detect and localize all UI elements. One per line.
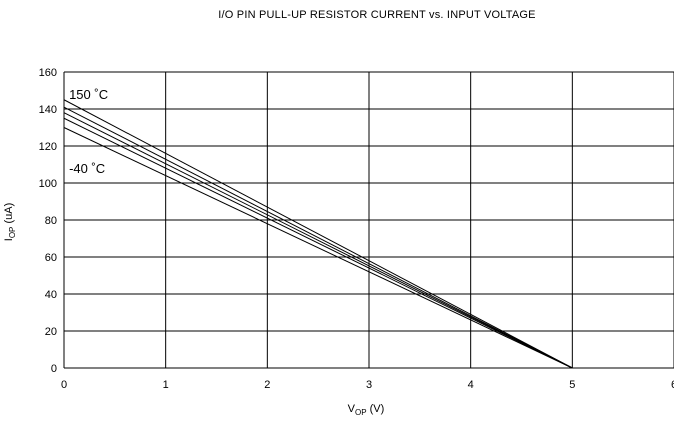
series-line	[63, 106, 573, 369]
x-tick-label: 4	[468, 379, 474, 391]
series-line	[63, 127, 573, 369]
x-axis-label: VOP (V)	[348, 403, 385, 417]
grid	[63, 71, 674, 369]
x-tick-label: 2	[264, 379, 270, 391]
x-tick-label: 5	[569, 379, 575, 391]
annotations: 150 ˚C -40 ˚C	[69, 87, 108, 176]
series-line	[63, 117, 573, 369]
x-tick-label: 1	[163, 379, 169, 391]
y-tick-label: 60	[45, 252, 57, 264]
x-tick-label: 6	[671, 379, 674, 391]
y-axis-label: IOP (uA)	[3, 203, 17, 241]
y-tick-label: 40	[45, 289, 57, 301]
y-tick-label: 20	[45, 326, 57, 338]
temperature-annotation: -40 ˚C	[69, 161, 105, 176]
y-tick-label: 0	[51, 363, 57, 375]
y-tick-label: 120	[39, 141, 57, 153]
x-tick-label: 3	[366, 379, 372, 391]
temperature-annotation: 150 ˚C	[69, 87, 108, 102]
x-tick-label: 0	[61, 379, 67, 391]
series-group	[63, 99, 573, 369]
tick-labels: 0 20 40 60 80 100 120 140 160 0 1 2 3 4 5 6	[39, 67, 674, 391]
y-tick-label: 140	[39, 104, 57, 116]
y-tick-label: 80	[45, 215, 57, 227]
series-line	[63, 112, 573, 369]
y-tick-label: 100	[39, 178, 57, 190]
y-tick-label: 160	[39, 67, 57, 79]
chart-title: I/O PIN PULL-UP RESISTOR CURRENT vs. INP…	[218, 9, 536, 21]
series-line	[63, 99, 573, 369]
